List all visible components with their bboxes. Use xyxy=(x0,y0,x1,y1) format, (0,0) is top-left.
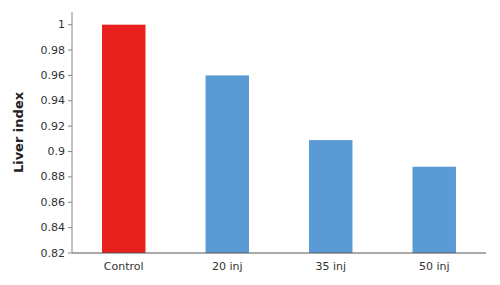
y-tick xyxy=(68,253,72,254)
chart: 0.82 0.84 0.86 0.88 0.9 0.92 0.94 0.96 0.98 1 Cont… xyxy=(0,0,500,285)
bar xyxy=(309,140,352,253)
y-tick xyxy=(68,202,72,203)
y-tick-label: 0.98 xyxy=(41,44,66,57)
chart-container: 0.82 0.84 0.86 0.88 0.9 0.92 0.94 0.96 0.98 1 Cont… xyxy=(0,0,500,285)
y-tick-label: 0.92 xyxy=(41,120,66,133)
y-axis: 0.82 0.84 0.86 0.88 0.9 0.92 0.94 0.96 0.98 1 xyxy=(41,18,73,259)
y-axis-line xyxy=(72,12,73,253)
bars xyxy=(102,25,456,253)
y-tick xyxy=(68,24,72,25)
x-axis: Control 20 inj 35 inj 50 inj xyxy=(104,260,450,273)
y-tick xyxy=(68,75,72,76)
y-tick xyxy=(68,227,72,228)
bar xyxy=(413,167,456,253)
y-tick-label: 0.96 xyxy=(41,69,66,82)
x-tick-label: 20 inj xyxy=(212,260,243,273)
x-axis-line xyxy=(72,253,486,254)
y-tick xyxy=(68,151,72,152)
y-tick xyxy=(68,50,72,51)
y-tick-label: 0.86 xyxy=(41,196,66,209)
y-tick-label: 0.88 xyxy=(41,170,66,183)
y-tick-label: 0.84 xyxy=(41,221,66,234)
y-tick-label: 0.94 xyxy=(41,94,66,107)
x-tick-label: 35 inj xyxy=(315,260,346,273)
bar xyxy=(206,75,249,253)
y-axis-label: Liver index xyxy=(11,91,26,173)
x-tick-label: 50 inj xyxy=(419,260,450,273)
x-tick-label: Control xyxy=(104,260,144,273)
y-tick xyxy=(68,100,72,101)
bar xyxy=(102,25,145,253)
y-tick xyxy=(68,126,72,127)
y-tick-label: 0.9 xyxy=(48,145,66,158)
y-tick-label: 1 xyxy=(58,18,65,31)
y-tick xyxy=(68,176,72,177)
y-tick-label: 0.82 xyxy=(41,247,66,260)
